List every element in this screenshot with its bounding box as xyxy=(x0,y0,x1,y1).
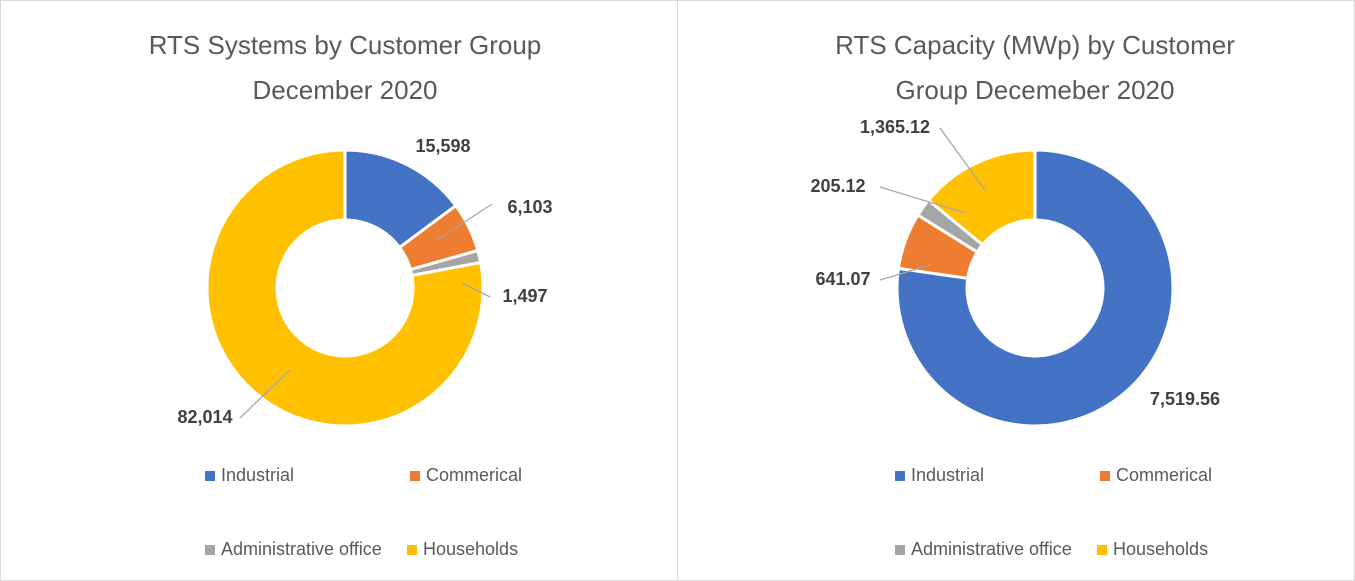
data-label: 82,014 xyxy=(177,407,232,427)
donut-segment xyxy=(926,148,1037,247)
legend-label: Administrative office xyxy=(911,539,1072,559)
legend-swatch xyxy=(205,545,215,555)
leader-line xyxy=(879,186,966,214)
legend-swatch xyxy=(1100,471,1110,481)
leader-line xyxy=(461,282,491,298)
legend-label: Administrative office xyxy=(221,539,382,559)
leader-line xyxy=(239,369,291,419)
legend-label: Commerical xyxy=(1116,465,1212,485)
legend-label: Industrial xyxy=(221,465,294,485)
leader-line xyxy=(879,264,931,281)
legend-label: Households xyxy=(1113,539,1208,559)
legend-swatch xyxy=(205,471,215,481)
chart-title: Group Decemeber 2020 xyxy=(896,75,1175,105)
data-label: 641.07 xyxy=(815,269,870,289)
data-label: 1,365.12 xyxy=(860,117,930,137)
chart-title: December 2020 xyxy=(253,75,438,105)
chart-title: RTS Systems by Customer Group xyxy=(149,30,542,60)
leader-line xyxy=(939,127,986,191)
legend-label: Industrial xyxy=(911,465,984,485)
data-label: 1,497 xyxy=(502,286,547,306)
panel xyxy=(0,0,678,581)
data-label: 7,519.56 xyxy=(1150,389,1220,409)
chart-title: RTS Capacity (MWp) by Customer xyxy=(835,30,1235,60)
legend-swatch xyxy=(407,545,417,555)
legend-swatch xyxy=(895,545,905,555)
legend-label: Commerical xyxy=(426,465,522,485)
data-label: 15,598 xyxy=(415,136,470,156)
donut-segment xyxy=(895,148,1175,428)
legend-swatch xyxy=(1097,545,1107,555)
leader-line xyxy=(436,203,493,241)
data-label: 6,103 xyxy=(507,197,552,217)
donut-segment xyxy=(205,148,485,428)
panel xyxy=(677,0,1355,581)
legend-swatch xyxy=(410,471,420,481)
legend-swatch xyxy=(895,471,905,481)
data-label: 205.12 xyxy=(810,176,865,196)
legend-label: Households xyxy=(423,539,518,559)
